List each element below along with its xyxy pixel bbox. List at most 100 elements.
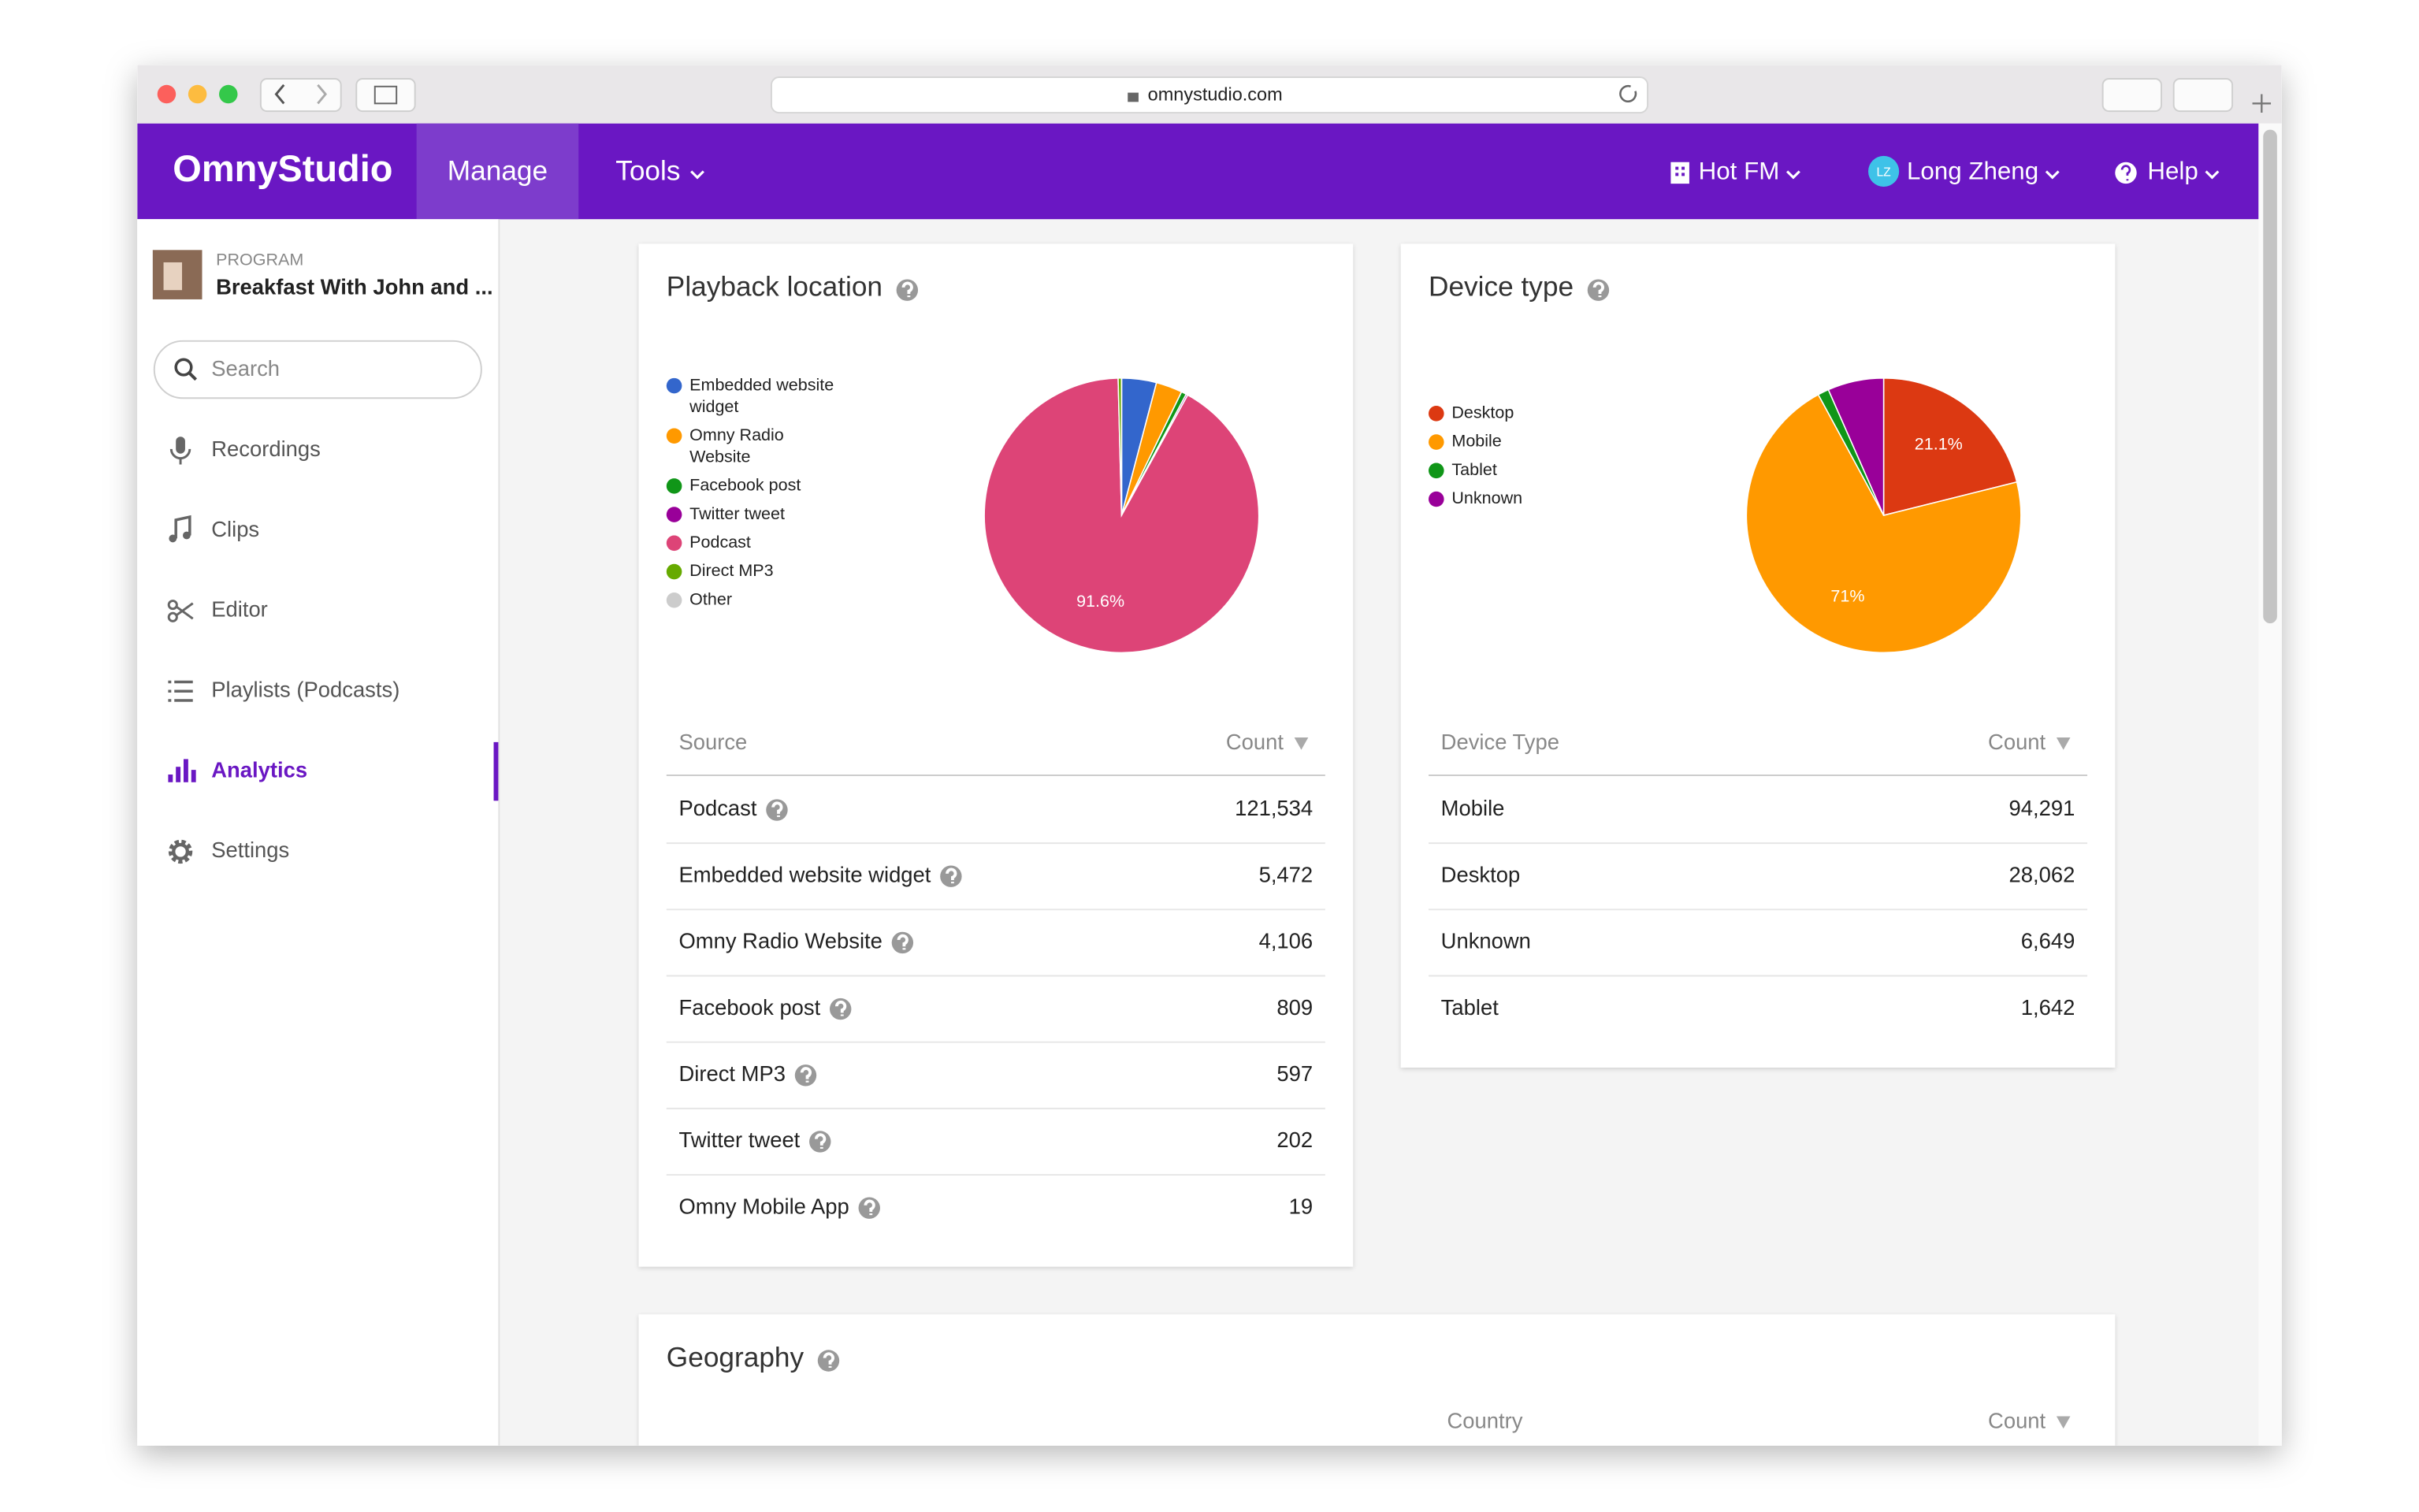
help-icon[interactable] (858, 1197, 880, 1219)
help-icon[interactable] (1587, 279, 1610, 301)
legend-swatch (666, 563, 682, 580)
help-icon[interactable] (830, 997, 852, 1020)
row-label: Direct MP3 (678, 1061, 786, 1086)
nav-tab[interactable]: Tools (615, 156, 680, 187)
column-header: Device Type (1441, 730, 1559, 754)
card (638, 243, 1354, 1267)
card (638, 1314, 2116, 1446)
avatar-initials: LZ (1876, 166, 1891, 180)
chevron (1785, 170, 1800, 180)
nav-icon (168, 759, 196, 782)
help-glyph (834, 1000, 847, 1016)
help-icon[interactable] (809, 1131, 831, 1153)
url-bar[interactable] (770, 76, 1649, 114)
help-icon[interactable] (940, 865, 962, 887)
row-label: Twitter tweet (678, 1127, 800, 1152)
column-header[interactable]: Count (1988, 1409, 2046, 1433)
nav-icon (169, 515, 191, 543)
manage-tab-bg[interactable] (416, 123, 579, 220)
traffic-light[interactable] (219, 84, 238, 104)
sidebar-item[interactable]: Analytics (211, 757, 307, 782)
active-indicator (493, 741, 499, 801)
row-label: Desktop (1441, 862, 1521, 886)
row-label: Omny Radio Website (678, 929, 882, 953)
help-glyph (2120, 165, 2131, 181)
help-icon[interactable] (817, 1350, 840, 1372)
help-glyph (800, 1067, 812, 1083)
legend-label: Mobile (1451, 432, 1501, 451)
nav-tab[interactable]: Manage (448, 156, 548, 187)
legend-swatch (1429, 491, 1444, 507)
legend-label: Omny Radio Website (689, 425, 789, 466)
card (1400, 243, 2116, 1068)
tabs-button[interactable] (2172, 77, 2234, 113)
help-glyph (771, 801, 783, 817)
nav-icon (169, 437, 191, 465)
sidebar-item[interactable]: Settings (211, 838, 289, 862)
search-icon-handle (188, 372, 198, 381)
sort-icon (2056, 1416, 2071, 1429)
avatar (1868, 155, 1900, 188)
legend-label: Embedded website widget (689, 375, 838, 415)
card-title: Device type (1429, 272, 1574, 303)
help-glyph (946, 867, 957, 884)
slice-label: 91.6% (1076, 592, 1124, 611)
row-count: 94,291 (2009, 796, 2075, 820)
legend-swatch (666, 507, 682, 522)
sidebar (137, 219, 499, 1446)
chevron (2045, 170, 2060, 180)
chevron (2205, 170, 2220, 180)
sort-icon (1294, 737, 1309, 750)
help-icon[interactable] (896, 279, 919, 301)
help-icon[interactable] (794, 1064, 817, 1087)
row-count: 6,649 (2021, 929, 2075, 953)
pie-slice (1745, 393, 2022, 654)
help-icon[interactable] (766, 799, 788, 821)
help-glyph (1592, 281, 1604, 298)
sidebar-item[interactable]: Recordings (211, 437, 321, 461)
sort-icon (2056, 737, 2071, 750)
pie-slice (1882, 377, 2018, 517)
card-title: Geography (667, 1342, 804, 1373)
row-label: Omny Mobile App (678, 1194, 849, 1218)
legend-label: Desktop (1451, 403, 1514, 422)
station[interactable]: Hot FM (1699, 158, 1780, 185)
row-count: 202 (1276, 1127, 1313, 1152)
traffic-light[interactable] (157, 84, 177, 104)
help-glyph (864, 1199, 875, 1216)
search-placeholder: Search (211, 356, 280, 381)
legend-swatch (666, 592, 682, 608)
help-icon[interactable] (891, 931, 914, 954)
nav-buttons[interactable] (259, 77, 342, 113)
help-icon (2115, 162, 2137, 184)
pie-slice (983, 377, 1260, 654)
legend-swatch (666, 478, 682, 494)
nav-icon (167, 600, 194, 622)
help-glyph (823, 1352, 834, 1368)
sidebar-item[interactable]: Clips (211, 517, 259, 541)
help[interactable]: Help (2147, 158, 2198, 185)
column-header[interactable]: Count (1988, 730, 2046, 754)
row-label: Unknown (1441, 929, 1531, 953)
logo: OmnyStudio (173, 147, 392, 189)
legend-label: Podcast (689, 533, 751, 552)
program-label: PROGRAM (216, 251, 303, 269)
legend-swatch (666, 428, 682, 444)
user[interactable]: Long Zheng (1907, 158, 2038, 185)
row-count: 4,106 (1259, 929, 1314, 953)
traffic-light[interactable] (188, 84, 207, 104)
sidebar-item[interactable]: Editor (211, 597, 268, 622)
row-count: 28,062 (2009, 862, 2075, 886)
sidebar-item[interactable]: Playlists (Podcasts) (211, 678, 399, 702)
sidebar-icon (373, 85, 398, 105)
sidebar-button[interactable] (355, 77, 416, 113)
search-box[interactable] (153, 340, 482, 399)
row-count: 809 (1276, 995, 1313, 1020)
row-label: Facebook post (678, 995, 820, 1020)
row-label: Embedded website widget (678, 862, 931, 886)
share-button[interactable] (2101, 77, 2163, 113)
row-count: 597 (1276, 1061, 1313, 1086)
column-header[interactable]: Count (1226, 730, 1284, 754)
row-label: Mobile (1441, 796, 1505, 820)
